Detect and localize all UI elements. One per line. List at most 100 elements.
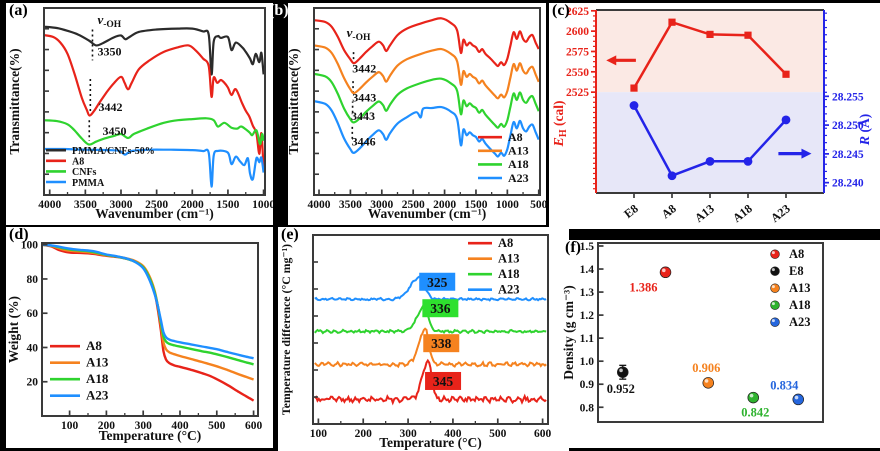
annotation: 3450 <box>102 124 126 138</box>
value-label-A13: 0.906 <box>692 361 720 375</box>
legend-label: A8 <box>508 130 523 144</box>
y-tick-label: 80 <box>27 274 39 286</box>
data-point-A8 <box>659 266 672 279</box>
curve-A18 <box>314 302 547 335</box>
x-axis-title: Wavenumber (cm⁻¹) <box>95 206 214 221</box>
legend-f: A8 E8 A13 A18 A23 <box>770 247 811 329</box>
legend-label: A18 <box>498 267 520 281</box>
legend-label: A13 <box>86 355 109 370</box>
x-tick-label: 2500 <box>145 199 168 211</box>
y-tick-label: 40 <box>27 342 39 354</box>
x-tick-label: 1000 <box>252 199 273 211</box>
ftir-composites-chart: ν-OH 3350 3442 3450 4000 3500 3000 2500 2000 1500… <box>7 7 273 221</box>
axes-frame <box>597 242 824 423</box>
tga-chart: 100 200 300 400 500 600 20 40 60 80 100 Temperature… <box>6 240 262 443</box>
value-label-A23: 0.834 <box>770 378 799 392</box>
y-tick-label: 1.3 <box>580 287 595 299</box>
x-tick-label: 300 <box>399 428 417 440</box>
x-tick-label: 400 <box>171 420 189 432</box>
x-tick-label: 2000 <box>181 199 204 211</box>
right-tick-label: 28.240 <box>832 178 864 190</box>
y-axis-title: Transmittance(%) <box>7 48 22 154</box>
legend-marker <box>770 300 780 310</box>
left-axis-title: EH (cal) <box>551 101 569 148</box>
legend-label: A18 <box>789 298 811 312</box>
value-label-A18: 0.842 <box>741 406 769 420</box>
legend-label: A8 <box>498 236 513 250</box>
marker-circle <box>667 171 677 181</box>
peak-label-box <box>419 272 456 291</box>
annotation: 3446 <box>352 134 376 148</box>
panel-energy-radius: (c) 2525 2550 2575 2600 2625 28.240 28.245 28.2… <box>549 2 880 229</box>
plot-a: ν-OH 3350 3442 3450 4000 3500 3000 2500 2000 1500… <box>7 7 273 221</box>
marker-square <box>668 18 676 26</box>
legend-marker-highlight <box>771 319 775 323</box>
curve-A23 <box>41 243 254 360</box>
legend-marker-highlight <box>771 251 775 255</box>
data-point-highlight <box>662 268 666 273</box>
marker-square <box>630 84 638 92</box>
marker-square <box>782 70 790 78</box>
category-label: E8 <box>621 201 641 221</box>
legend-label: CNFs <box>72 167 97 178</box>
x-axis-title: Temperature (°C) <box>379 435 482 450</box>
x-tick-label: 1000 <box>496 199 519 211</box>
panel-b-label: (b) <box>269 2 289 19</box>
legend-marker <box>770 249 780 259</box>
x-tick-label: 3000 <box>370 199 393 211</box>
data-point-A13 <box>702 377 715 389</box>
curve-A13 <box>314 327 547 369</box>
legend-label: A13 <box>508 144 529 158</box>
annotation: 3350 <box>97 45 121 59</box>
legend-label: A23 <box>508 171 529 185</box>
y-axis-title: Weight (%) <box>6 296 21 363</box>
curve-A8 <box>43 34 265 169</box>
panel-e-label: (e) <box>281 226 299 243</box>
panel-d-label: (d) <box>9 226 29 243</box>
legend-label: PMMA/CNFs-50% <box>72 146 155 157</box>
x-tick-label: 2000 <box>433 199 456 211</box>
x-tick-label: 3500 <box>74 199 97 211</box>
data-point-E8 <box>616 366 629 378</box>
marker-circle <box>705 156 715 166</box>
plot-f: 0.8 0.9 1.0 1.1 1.2 1.3 1.4 1.5 0.952 1.386 0.906 0… <box>562 241 824 423</box>
right-axis-title: R (Å) <box>857 114 873 146</box>
legend-marker <box>770 266 780 276</box>
marker-square <box>744 31 752 39</box>
peak-label: 336 <box>430 301 451 316</box>
panel-ftir-composites: (a) ν-OH 3350 3442 3450 4000 3500 3000 2500 2000… <box>6 2 273 225</box>
curve-A18 <box>313 72 540 129</box>
axes-frame <box>313 7 541 196</box>
curve-PMMA <box>43 147 265 188</box>
panel-dta: (e) 345 338 336 325 100 200 300 400 500 600 Temper… <box>278 226 569 451</box>
y-tick-label: 1.4 <box>580 264 595 276</box>
x-tick-label: 3500 <box>339 199 362 211</box>
legend-label: A18 <box>86 371 109 386</box>
y-tick-label: 0.9 <box>580 379 595 391</box>
y-tick-label: 1.0 <box>580 356 595 368</box>
curve-PMMA/CNFs-50% <box>43 25 265 76</box>
y-tick-label: 60 <box>27 308 39 320</box>
panel-tga: (d) 100 200 300 400 500 600 20 40 60 80 100 Tempera… <box>6 226 273 448</box>
energy-radius-chart: 2525 2550 2575 2600 2625 28.240 28.245 28.250 28… <box>551 6 873 225</box>
x-tick-label: 500 <box>489 428 507 440</box>
x-tick-label: 100 <box>61 420 79 432</box>
x-tick-label: 1500 <box>216 199 239 211</box>
x-tick-label: 600 <box>534 428 552 440</box>
dta-chart: 345 338 336 325 100 200 300 400 500 600 Temperatur… <box>279 234 552 450</box>
plot-d: 100 200 300 400 500 600 20 40 60 80 100 Temperature… <box>6 240 262 443</box>
legend-label: A23 <box>789 315 811 329</box>
legend-label: A18 <box>508 157 529 171</box>
y-axis-title: Density (g cm⁻³) <box>562 285 576 379</box>
axes-frame <box>41 242 259 417</box>
y-axis-title: Temperature difference (°C mg⁻¹) <box>279 244 293 415</box>
y-tick-label: 20 <box>27 377 39 389</box>
curve-A8 <box>314 358 547 406</box>
legend-marker <box>770 283 780 293</box>
plot-c: 2525 2550 2575 2600 2625 28.240 28.245 28.250 28… <box>551 6 873 225</box>
legend-label: PMMA <box>72 178 105 189</box>
data-point-highlight <box>749 393 754 398</box>
